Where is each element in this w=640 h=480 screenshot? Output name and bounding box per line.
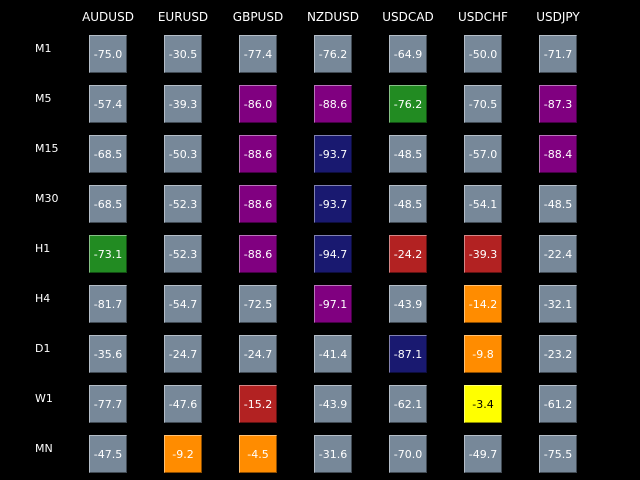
column-header-nzdusd: NZDUSD	[306, 10, 360, 24]
timeframe-label-m30: M30	[35, 192, 59, 205]
value-cell-m30-usdjpy[interactable]: -48.5	[539, 185, 577, 223]
value-cell-h4-gbpusd[interactable]: -72.5	[239, 285, 277, 323]
value-cell-w1-eurusd[interactable]: -47.6	[164, 385, 202, 423]
value-cell-m1-nzdusd[interactable]: -76.2	[314, 35, 352, 73]
value-cell-m15-eurusd[interactable]: -50.3	[164, 135, 202, 173]
timeframe-label-m5: M5	[35, 92, 52, 105]
value-cell-m5-audusd[interactable]: -57.4	[89, 85, 127, 123]
value-cell-m15-usdjpy[interactable]: -88.4	[539, 135, 577, 173]
value-cell-m15-gbpusd[interactable]: -88.6	[239, 135, 277, 173]
value-cell-m1-usdcad[interactable]: -64.9	[389, 35, 427, 73]
value-cell-m30-eurusd[interactable]: -52.3	[164, 185, 202, 223]
value-cell-h4-eurusd[interactable]: -54.7	[164, 285, 202, 323]
value-cell-h4-usdjpy[interactable]: -32.1	[539, 285, 577, 323]
value-cell-mn-usdcad[interactable]: -70.0	[389, 435, 427, 473]
value-cell-h4-usdcad[interactable]: -43.9	[389, 285, 427, 323]
value-cell-m30-audusd[interactable]: -68.5	[89, 185, 127, 223]
column-header-usdjpy: USDJPY	[536, 10, 580, 24]
value-cell-h1-usdcad[interactable]: -24.2	[389, 235, 427, 273]
value-cell-m15-audusd[interactable]: -68.5	[89, 135, 127, 173]
value-cell-w1-audusd[interactable]: -77.7	[89, 385, 127, 423]
timeframe-label-h4: H4	[35, 292, 51, 305]
value-cell-h1-audusd[interactable]: -73.1	[89, 235, 127, 273]
value-cell-mn-eurusd[interactable]: -9.2	[164, 435, 202, 473]
value-cell-m15-nzdusd[interactable]: -93.7	[314, 135, 352, 173]
value-cell-m1-gbpusd[interactable]: -77.4	[239, 35, 277, 73]
value-cell-mn-usdjpy[interactable]: -75.5	[539, 435, 577, 473]
value-cell-m5-eurusd[interactable]: -39.3	[164, 85, 202, 123]
value-cell-m5-usdjpy[interactable]: -87.3	[539, 85, 577, 123]
value-cell-m15-usdcad[interactable]: -48.5	[389, 135, 427, 173]
value-cell-h4-audusd[interactable]: -81.7	[89, 285, 127, 323]
value-cell-h4-usdchf[interactable]: -14.2	[464, 285, 502, 323]
value-cell-d1-audusd[interactable]: -35.6	[89, 335, 127, 373]
value-cell-m1-eurusd[interactable]: -30.5	[164, 35, 202, 73]
value-cell-m5-gbpusd[interactable]: -86.0	[239, 85, 277, 123]
value-cell-h1-usdchf[interactable]: -39.3	[464, 235, 502, 273]
value-cell-d1-usdchf[interactable]: -9.8	[464, 335, 502, 373]
column-header-audusd: AUDUSD	[82, 10, 134, 24]
value-cell-w1-gbpusd[interactable]: -15.2	[239, 385, 277, 423]
value-cell-m5-usdchf[interactable]: -70.5	[464, 85, 502, 123]
timeframe-label-m1: M1	[35, 42, 52, 55]
value-cell-w1-usdchf[interactable]: -3.4	[464, 385, 502, 423]
value-cell-mn-nzdusd[interactable]: -31.6	[314, 435, 352, 473]
timeframe-label-w1: W1	[35, 392, 53, 405]
value-cell-d1-usdjpy[interactable]: -23.2	[539, 335, 577, 373]
value-cell-h1-eurusd[interactable]: -52.3	[164, 235, 202, 273]
value-cell-m30-gbpusd[interactable]: -88.6	[239, 185, 277, 223]
value-cell-m30-usdchf[interactable]: -54.1	[464, 185, 502, 223]
timeframe-label-m15: M15	[35, 142, 59, 155]
value-cell-m30-usdcad[interactable]: -48.5	[389, 185, 427, 223]
value-cell-d1-eurusd[interactable]: -24.7	[164, 335, 202, 373]
column-header-eurusd: EURUSD	[157, 10, 209, 24]
value-cell-d1-nzdusd[interactable]: -41.4	[314, 335, 352, 373]
value-cell-w1-nzdusd[interactable]: -43.9	[314, 385, 352, 423]
value-cell-h1-gbpusd[interactable]: -88.6	[239, 235, 277, 273]
value-cell-mn-usdchf[interactable]: -49.7	[464, 435, 502, 473]
value-cell-m30-nzdusd[interactable]: -93.7	[314, 185, 352, 223]
value-cell-m5-nzdusd[interactable]: -88.6	[314, 85, 352, 123]
value-cell-mn-audusd[interactable]: -47.5	[89, 435, 127, 473]
value-cell-m1-audusd[interactable]: -75.0	[89, 35, 127, 73]
value-cell-m15-usdchf[interactable]: -57.0	[464, 135, 502, 173]
value-cell-h4-nzdusd[interactable]: -97.1	[314, 285, 352, 323]
value-cell-h1-nzdusd[interactable]: -94.7	[314, 235, 352, 273]
value-cell-m5-usdcad[interactable]: -76.2	[389, 85, 427, 123]
value-cell-w1-usdcad[interactable]: -62.1	[389, 385, 427, 423]
value-cell-h1-usdjpy[interactable]: -22.4	[539, 235, 577, 273]
value-cell-mn-gbpusd[interactable]: -4.5	[239, 435, 277, 473]
value-cell-w1-usdjpy[interactable]: -61.2	[539, 385, 577, 423]
timeframe-label-mn: MN	[35, 442, 53, 455]
column-header-usdcad: USDCAD	[382, 10, 434, 24]
value-cell-d1-gbpusd[interactable]: -24.7	[239, 335, 277, 373]
column-header-usdchf: USDCHF	[458, 10, 508, 24]
value-cell-d1-usdcad[interactable]: -87.1	[389, 335, 427, 373]
timeframe-label-h1: H1	[35, 242, 51, 255]
value-cell-m1-usdchf[interactable]: -50.0	[464, 35, 502, 73]
column-header-gbpusd: GBPUSD	[232, 10, 284, 24]
timeframe-label-d1: D1	[35, 342, 51, 355]
value-cell-m1-usdjpy[interactable]: -71.7	[539, 35, 577, 73]
